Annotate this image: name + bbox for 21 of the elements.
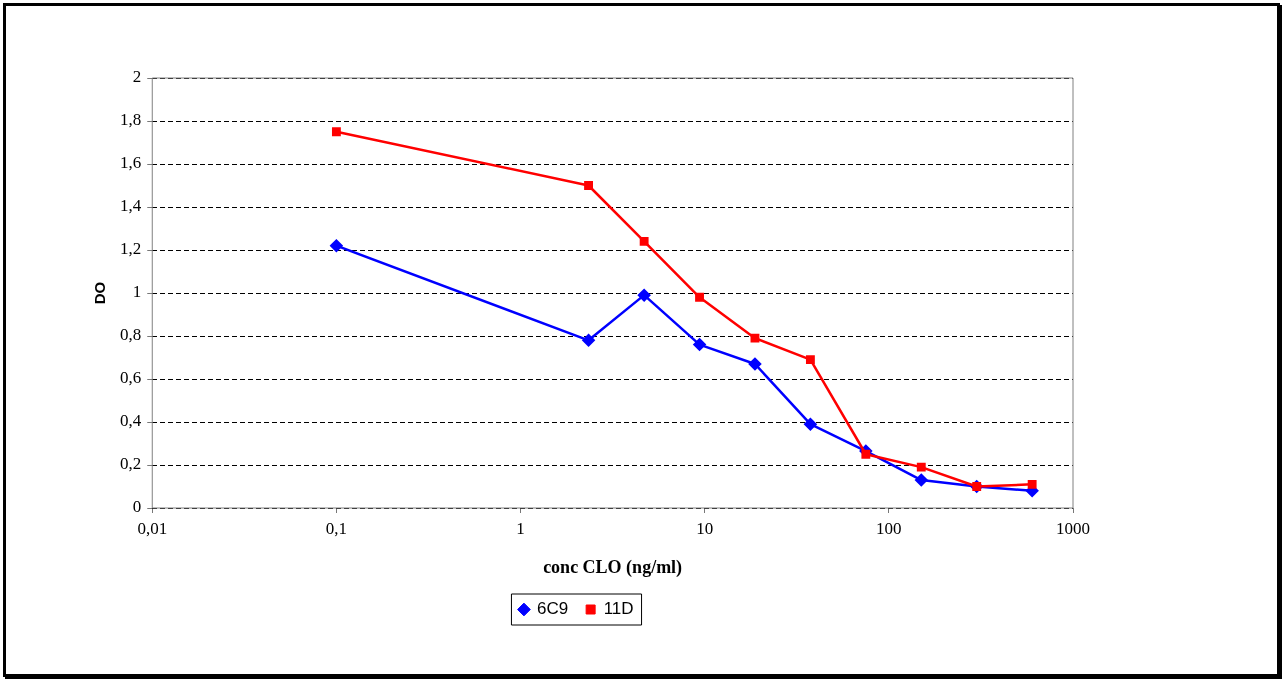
y-tick-label: 1,8 xyxy=(120,110,142,130)
y-tick-label: 1 xyxy=(132,282,142,302)
x-tick-label: 1 xyxy=(516,518,525,538)
x-tick-label: 10 xyxy=(696,518,714,538)
y-tick-label: 0,8 xyxy=(120,325,142,345)
y-tick-label: 1,6 xyxy=(120,153,142,173)
x-tick-label: 0,1 xyxy=(325,518,348,538)
y-tick-label: 2 xyxy=(132,67,142,87)
y-tick-label: 1,4 xyxy=(120,196,142,216)
y-tick-label: 0,2 xyxy=(120,454,142,474)
legend-label: 6C9 xyxy=(536,599,569,619)
y-tick-label: 0,4 xyxy=(120,411,142,431)
x-tick-label: 1000 xyxy=(1056,518,1090,538)
y-axis-title: DO xyxy=(91,281,109,305)
x-axis-title: conc CLO (ng/ml) xyxy=(543,556,683,578)
legend-label: 11D xyxy=(603,599,634,619)
x-tick-label: 100 xyxy=(876,518,902,538)
x-tick-label: 0,01 xyxy=(137,518,168,538)
y-tick-label: 1,2 xyxy=(120,239,142,259)
y-tick-label: 0 xyxy=(132,497,142,517)
y-tick-label: 0,6 xyxy=(120,368,142,388)
